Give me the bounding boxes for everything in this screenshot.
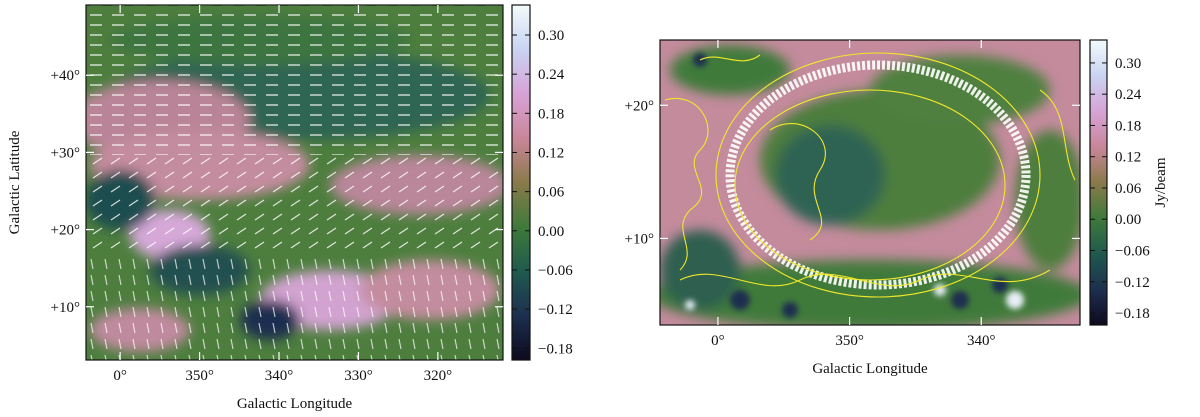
colorbar-tick-label: 0.06 xyxy=(1115,181,1142,197)
x-tick-label: 0° xyxy=(711,333,725,349)
colorbar-tick-label: 0.00 xyxy=(538,224,564,240)
colorbar-tick-label: 0.12 xyxy=(538,145,564,161)
colorbar-tick-label: 0.30 xyxy=(538,28,564,44)
y-axis-label: Galactic Latitude xyxy=(7,130,23,234)
colorbar-label: Jy/beam xyxy=(1153,157,1169,207)
y-tick-label: +10° xyxy=(625,231,654,247)
x-axis-label: Galactic Longitude xyxy=(237,396,353,412)
colorbar xyxy=(511,4,531,361)
colorbar-tick-label: −0.06 xyxy=(538,263,573,279)
x-tick-label: 340° xyxy=(265,368,294,384)
plot-frame xyxy=(85,4,504,361)
map-image xyxy=(660,40,1080,325)
colorbar-tick-label: 0.30 xyxy=(1115,56,1141,72)
colorbar-tick-label: 0.12 xyxy=(1115,150,1141,166)
y-tick-label: +10° xyxy=(51,300,80,316)
y-tick-label: +30° xyxy=(51,145,80,161)
x-axis-label: Galactic Longitude xyxy=(812,361,928,377)
x-tick-label: 350° xyxy=(185,368,214,384)
colorbar-tick-label: 0.18 xyxy=(538,106,564,122)
x-tick-label: 320° xyxy=(424,368,453,384)
plot-frame xyxy=(659,39,1081,326)
map-image xyxy=(86,5,503,360)
y-tick-label: +40° xyxy=(51,68,80,84)
colorbar-tick-label: 0.00 xyxy=(1115,212,1141,228)
colorbar-tick-label: 0.24 xyxy=(538,67,565,83)
x-tick-label: 330° xyxy=(344,368,373,384)
colorbar-tick-label: −0.18 xyxy=(1115,306,1150,322)
colorbar-tick-label: 0.24 xyxy=(1115,87,1142,103)
colorbar-tick-label: 0.06 xyxy=(538,185,565,201)
x-tick-label: 350° xyxy=(835,333,864,349)
colorbar-tick-label: 0.18 xyxy=(1115,118,1141,134)
y-tick-label: +20° xyxy=(51,223,80,239)
colorbar-tick-label: −0.12 xyxy=(1115,275,1150,291)
x-tick-label: 0° xyxy=(113,368,127,384)
y-tick-label: +20° xyxy=(625,98,654,114)
colorbar xyxy=(1089,39,1108,326)
colorbar-tick-label: −0.06 xyxy=(1115,243,1150,259)
colorbar-tick-label: −0.12 xyxy=(538,302,573,318)
x-tick-label: 340° xyxy=(967,333,996,349)
colorbar-tick-label: −0.18 xyxy=(538,341,573,357)
